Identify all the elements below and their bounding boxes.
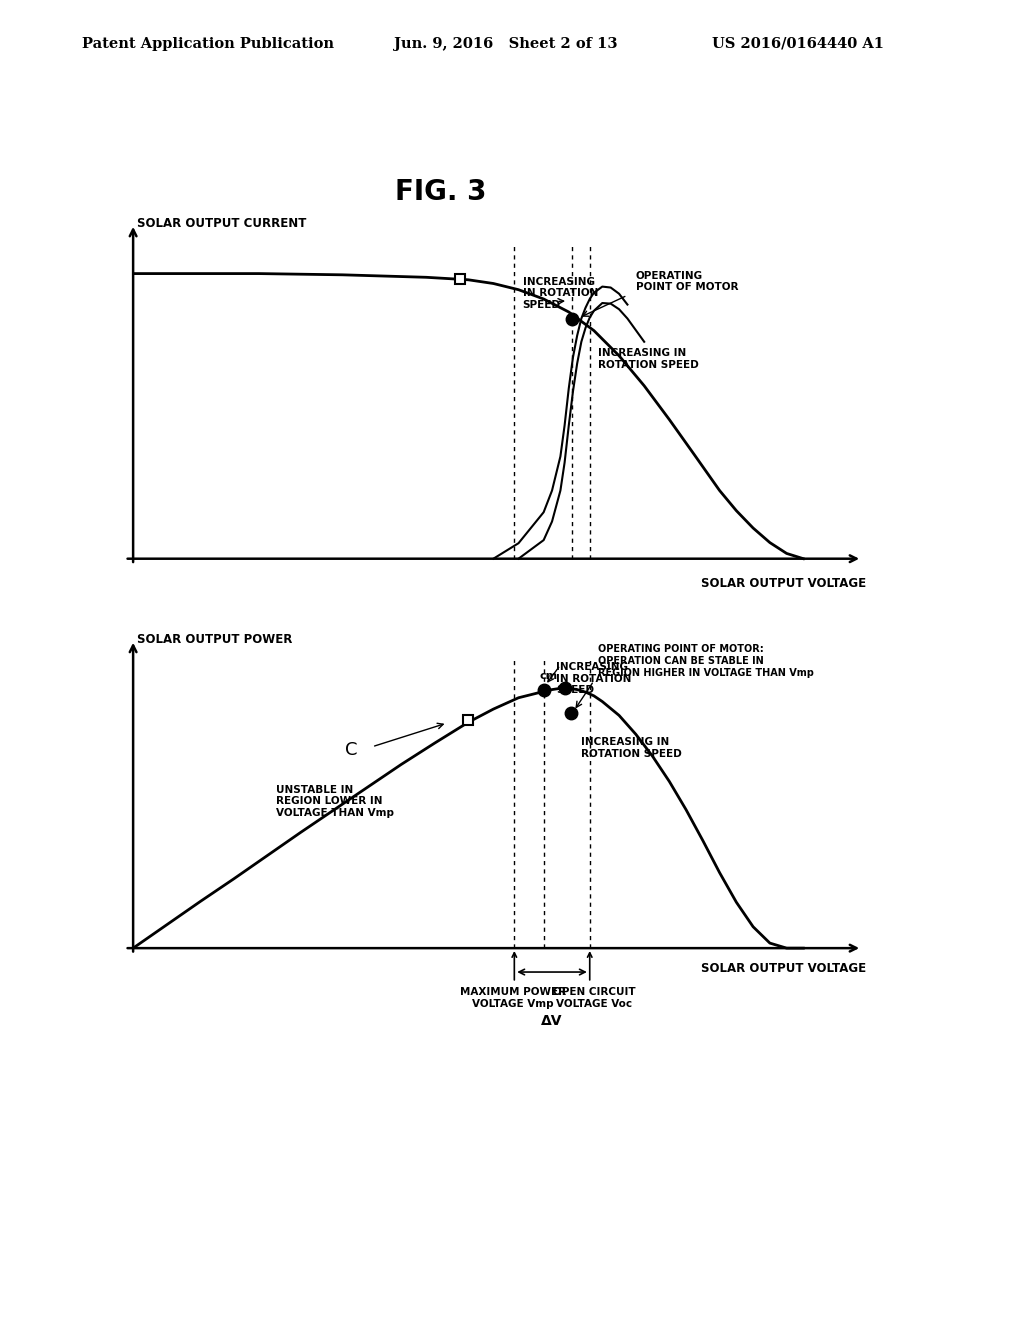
Text: INCREASING
IN ROTATION
SPEED: INCREASING IN ROTATION SPEED xyxy=(522,277,598,310)
Text: INCREASING IN
ROTATION SPEED: INCREASING IN ROTATION SPEED xyxy=(598,348,698,370)
Text: ΔV: ΔV xyxy=(542,1014,563,1028)
Text: INCREASING
IN ROTATION
SPEED: INCREASING IN ROTATION SPEED xyxy=(556,661,632,696)
Text: SOLAR OUTPUT POWER: SOLAR OUTPUT POWER xyxy=(137,634,293,647)
Text: UNSTABLE IN
REGION LOWER IN
VOLTAGE THAN Vmp: UNSTABLE IN REGION LOWER IN VOLTAGE THAN… xyxy=(275,784,393,818)
Text: FIG. 3: FIG. 3 xyxy=(394,178,486,206)
Text: SOLAR OUTPUT VOLTAGE: SOLAR OUTPUT VOLTAGE xyxy=(701,577,866,590)
Text: INCREASING IN
ROTATION SPEED: INCREASING IN ROTATION SPEED xyxy=(582,738,682,759)
Text: SOLAR OUTPUT CURRENT: SOLAR OUTPUT CURRENT xyxy=(137,218,306,230)
Text: OPEN CIRCUIT
VOLTAGE Voc: OPEN CIRCUIT VOLTAGE Voc xyxy=(553,987,635,1008)
Text: MAXIMUM POWER
VOLTAGE Vmp: MAXIMUM POWER VOLTAGE Vmp xyxy=(460,987,565,1008)
Text: OPERATING
POINT OF MOTOR: OPERATING POINT OF MOTOR xyxy=(636,271,738,292)
Text: Jun. 9, 2016   Sheet 2 of 13: Jun. 9, 2016 Sheet 2 of 13 xyxy=(394,37,617,51)
Text: SOLAR OUTPUT VOLTAGE: SOLAR OUTPUT VOLTAGE xyxy=(701,962,866,975)
Text: Patent Application Publication: Patent Application Publication xyxy=(82,37,334,51)
Text: cm: cm xyxy=(540,671,558,681)
Text: US 2016/0164440 A1: US 2016/0164440 A1 xyxy=(712,37,884,51)
Text: OPERATING POINT OF MOTOR:
OPERATION CAN BE STABLE IN
REGION HIGHER IN VOLTAGE TH: OPERATING POINT OF MOTOR: OPERATION CAN … xyxy=(598,644,814,677)
Text: C: C xyxy=(345,741,357,759)
